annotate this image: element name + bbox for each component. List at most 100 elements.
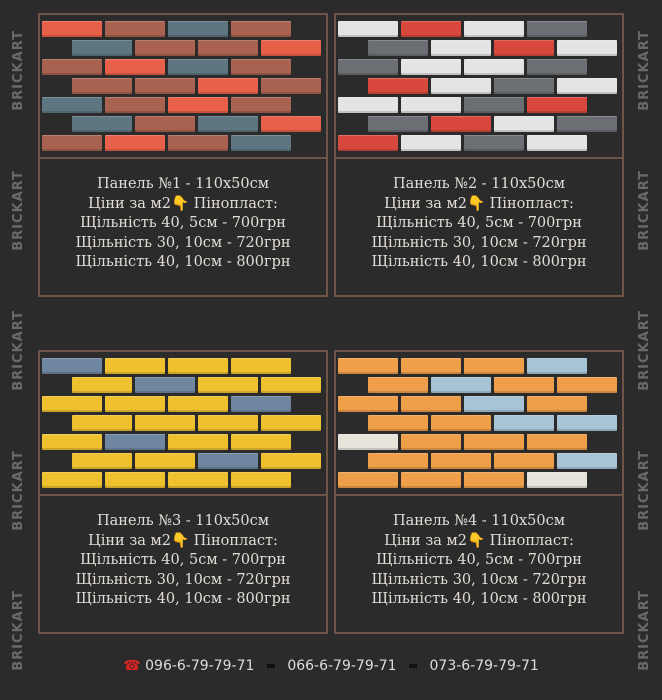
brick (527, 135, 587, 151)
brick (464, 97, 524, 113)
brick (42, 59, 102, 75)
brick (401, 97, 461, 113)
brick (527, 396, 587, 412)
brick (338, 135, 398, 151)
price-line: Щільність 40, 5см - 700грн (80, 552, 286, 568)
price-line: Щільність 30, 10см - 720грн (371, 571, 587, 588)
brick (168, 59, 228, 75)
brick (368, 377, 428, 393)
brick (494, 78, 554, 94)
brick (261, 377, 321, 393)
brick-panel-image (336, 352, 622, 496)
brick (557, 78, 617, 94)
brick (464, 434, 524, 450)
brick (105, 358, 165, 374)
telephone-icon: ☎ (123, 658, 141, 674)
contact-phones: ☎ 096-6-79-79-71 066-6-79-79-71 073-6-79… (0, 658, 662, 674)
watermark-text: BRICKART (636, 29, 652, 111)
watermark-left: BRICKART BRICKART BRICKART BRICKART BRIC… (3, 0, 33, 700)
brick (431, 453, 491, 469)
brick (464, 358, 524, 374)
brick (338, 59, 398, 75)
brick (42, 97, 102, 113)
brick (401, 135, 461, 151)
phone-number[interactable]: 096-6-79-79-71 (145, 658, 255, 674)
price-line: Щільність 30, 10см - 720грн (371, 234, 587, 251)
brick (401, 472, 461, 488)
brick (105, 472, 165, 488)
watermark-right: BRICKART BRICKART BRICKART BRICKART BRIC… (629, 0, 659, 700)
separator (266, 664, 275, 668)
brick (198, 377, 258, 393)
brick (527, 434, 587, 450)
watermark-text: BRICKART (636, 309, 652, 391)
brick (557, 415, 617, 431)
panel-card-2: Панель №2 - 110х50см Ціни за м2👇 Пінопла… (334, 13, 624, 297)
brick (231, 59, 291, 75)
phone-number[interactable]: 073-6-79-79-71 (429, 658, 539, 674)
brick (464, 21, 524, 37)
brick (105, 135, 165, 151)
brick (135, 415, 195, 431)
brick (135, 377, 195, 393)
brick (368, 453, 428, 469)
price-line: Щільність 30, 10см - 720грн (75, 571, 291, 588)
price-line: Щільність 40, 10см - 800грн (75, 591, 291, 607)
brick (338, 434, 398, 450)
brick-panel-image (336, 15, 622, 159)
brick (231, 358, 291, 374)
brick (72, 377, 132, 393)
panel-card-1: Панель №1 - 110х50см Ціни за м2👇 Пінопла… (38, 13, 328, 297)
brick (231, 135, 291, 151)
watermark-text: BRICKART (636, 169, 652, 251)
brick (527, 97, 587, 113)
brick (368, 415, 428, 431)
brick (261, 453, 321, 469)
brick (338, 97, 398, 113)
panel-title: Панель №2 - 110х50см (392, 176, 566, 192)
prices-label: Ціни за м2👇 Пінопласт: (384, 532, 574, 549)
brick (494, 116, 554, 132)
price-line: Щільність 40, 5см - 700грн (80, 215, 286, 231)
brick (42, 135, 102, 151)
brick (494, 415, 554, 431)
brick-panel-image (40, 15, 326, 159)
phone-number[interactable]: 066-6-79-79-71 (287, 658, 397, 674)
brick (105, 97, 165, 113)
brick (494, 453, 554, 469)
brick (198, 453, 258, 469)
brick (557, 377, 617, 393)
brick (72, 78, 132, 94)
brick (168, 358, 228, 374)
panel-card-3: Панель №3 - 110х50см Ціни за м2👇 Пінопла… (38, 350, 328, 634)
brick (135, 40, 195, 56)
brick (42, 358, 102, 374)
brick (42, 434, 102, 450)
brick (494, 377, 554, 393)
panel-title: Панель №3 - 110х50см (96, 513, 270, 529)
brick (168, 21, 228, 37)
brick (527, 472, 587, 488)
brick (231, 396, 291, 412)
brick (368, 78, 428, 94)
panel-card-4: Панель №4 - 110х50см Ціни за м2👇 Пінопла… (334, 350, 624, 634)
price-line: Щільність 30, 10см - 720грн (75, 234, 291, 251)
watermark-text: BRICKART (636, 449, 652, 531)
brick (527, 21, 587, 37)
brick-panel-image (40, 352, 326, 496)
brick (557, 116, 617, 132)
brick (368, 116, 428, 132)
brick (338, 396, 398, 412)
brick (231, 472, 291, 488)
brick (261, 415, 321, 431)
brick (72, 415, 132, 431)
brick (198, 40, 258, 56)
brick (464, 396, 524, 412)
panel-title: Панель №4 - 110х50см (392, 513, 566, 529)
brick (401, 434, 461, 450)
prices-label: Ціни за м2👇 Пінопласт: (88, 532, 278, 549)
watermark-text: BRICKART (10, 169, 26, 251)
prices-label: Ціни за м2👇 Пінопласт: (88, 195, 278, 212)
brick (338, 21, 398, 37)
